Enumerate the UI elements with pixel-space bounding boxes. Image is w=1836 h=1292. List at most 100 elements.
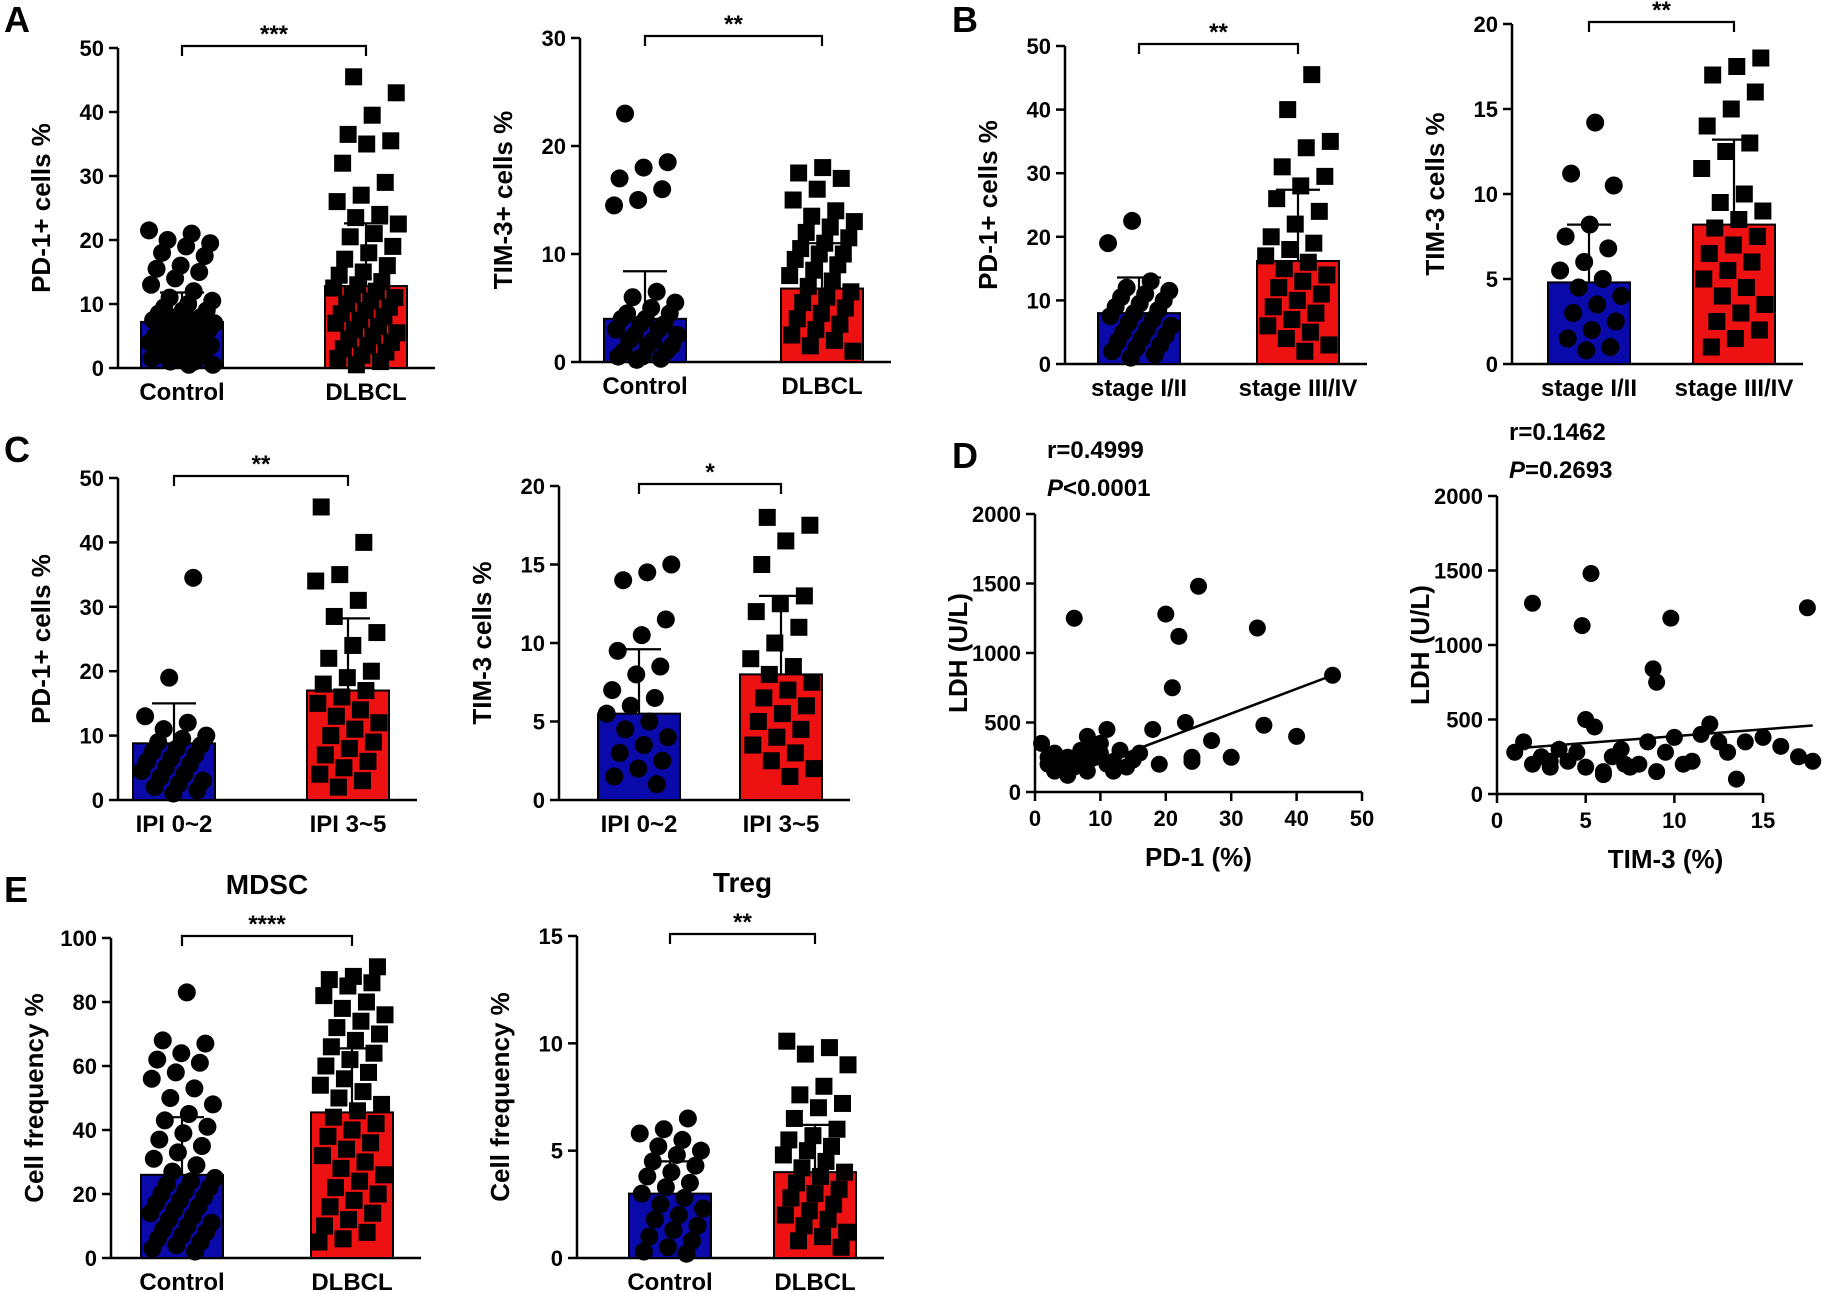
chart4-point — [346, 720, 364, 738]
chart5-point — [805, 760, 823, 778]
chart8-point — [148, 1050, 167, 1069]
chart6-point — [1157, 605, 1175, 623]
chart0-point — [384, 237, 402, 255]
chart1-point — [818, 288, 836, 306]
chart4-significance-bracket — [172, 474, 350, 486]
chart5-point — [656, 610, 675, 629]
chart9-point — [640, 1227, 659, 1246]
chart8-point — [357, 993, 375, 1011]
chart2-y-tick-label: 20 — [1027, 225, 1051, 250]
chart8-point — [172, 1044, 191, 1063]
chart3-point — [1735, 185, 1753, 203]
chart5-point — [771, 595, 789, 613]
chart3-point — [1562, 164, 1581, 183]
chart3-point — [1612, 287, 1631, 305]
chart9-point — [814, 1228, 832, 1246]
chart7-point — [1683, 752, 1701, 770]
chart5-point — [742, 650, 760, 668]
chart5-x-tick-label: IPI 3~5 — [743, 811, 820, 838]
chart6-x-tick-label: 10 — [1088, 806, 1112, 831]
chart0-point — [339, 125, 357, 143]
chart4-y-tick-label: 20 — [80, 659, 104, 684]
chart4-y-tick-label: 10 — [80, 724, 104, 749]
chart2-point — [1277, 330, 1295, 348]
chart3-point — [1746, 83, 1764, 101]
chart2-point — [1303, 66, 1321, 84]
chart8-point — [339, 977, 357, 995]
chart4-point — [368, 624, 386, 642]
chart8-point — [316, 1217, 333, 1235]
chart6-point — [1072, 741, 1090, 759]
chart6-point — [1098, 720, 1116, 738]
chart5-point — [640, 712, 659, 731]
chart5-point — [597, 704, 616, 723]
chart5-point — [616, 720, 635, 739]
chart4-y-axis-label: PD-1+ cells % — [26, 554, 56, 724]
chart2-point — [1318, 266, 1336, 284]
chart8-point — [167, 1236, 186, 1255]
chart0-point — [330, 266, 348, 284]
chart7-annotation-r: r=0.1462 — [1509, 419, 1606, 446]
chart7-point — [1644, 660, 1662, 678]
chart3-y-axis-label: TIM-3 cells % — [1420, 112, 1450, 275]
chart8-point — [371, 1025, 388, 1043]
chart3-point — [1726, 330, 1744, 347]
chart0-y-tick-label: 0 — [92, 356, 104, 381]
chart1-point — [808, 180, 826, 198]
chart7-point — [1804, 752, 1822, 770]
chart4-point — [322, 727, 340, 745]
chart0-point — [378, 257, 396, 275]
chart9-point — [654, 1120, 673, 1139]
chart8-point — [192, 1137, 211, 1155]
chart0-y-tick-label: 40 — [80, 100, 104, 125]
chart9-point — [664, 1221, 683, 1240]
chart6-point — [1144, 720, 1162, 738]
chart4-point — [349, 591, 367, 609]
chart9-point — [651, 1195, 670, 1214]
chart3-y-tick-label: 5 — [1486, 267, 1498, 292]
chart1-point — [842, 283, 860, 301]
chart1-point — [821, 218, 839, 236]
chart9-point — [673, 1130, 692, 1149]
chart3-point — [1577, 341, 1596, 360]
chart4-point — [160, 668, 179, 687]
chart9-point — [638, 1167, 657, 1186]
chart7-y-axis-label: LDH (U/L) — [1405, 585, 1435, 705]
chart1-point — [810, 245, 828, 263]
chart3-point — [1732, 304, 1750, 322]
chart3-point — [1702, 338, 1720, 356]
chart1-point — [651, 349, 670, 368]
chart4-point — [307, 572, 325, 590]
chart3-point — [1719, 262, 1737, 279]
chart4-x-tick-label: IPI 0~2 — [136, 811, 213, 838]
chart8-point — [317, 1057, 335, 1075]
chart7-point — [1515, 733, 1533, 751]
chart7-point — [1648, 673, 1666, 691]
chart1-point — [605, 196, 624, 215]
chart2-significance-label: ** — [1209, 19, 1228, 46]
chart7-x-tick-label: 10 — [1662, 808, 1686, 833]
chart5-y-tick-label: 5 — [533, 710, 545, 735]
chart5-point — [632, 626, 651, 645]
chart3-point — [1713, 287, 1731, 305]
chart2-point — [1296, 342, 1314, 360]
chart0-point — [177, 237, 196, 256]
chart7-y-tick-label: 1000 — [1434, 633, 1483, 658]
chart5-point — [781, 767, 799, 785]
chart7-point — [1639, 733, 1657, 751]
chart9-y-tick-label: 5 — [551, 1139, 563, 1164]
chart9-point — [823, 1137, 840, 1155]
chart3-point — [1750, 321, 1768, 339]
chart2-point — [1307, 304, 1325, 322]
chart0-point — [363, 106, 381, 124]
chart6-point — [1150, 755, 1168, 773]
chart9-point — [806, 1185, 824, 1203]
chart8-significance-label: **** — [248, 911, 286, 938]
chart6-point — [1046, 744, 1064, 762]
chart0-point — [190, 263, 209, 281]
chart2-point — [1101, 307, 1120, 326]
chart5-point — [766, 634, 784, 652]
chart2-point — [1259, 317, 1277, 335]
chart9-y-axis-label: Cell frequency % — [485, 992, 515, 1202]
chart5-point — [629, 759, 648, 778]
